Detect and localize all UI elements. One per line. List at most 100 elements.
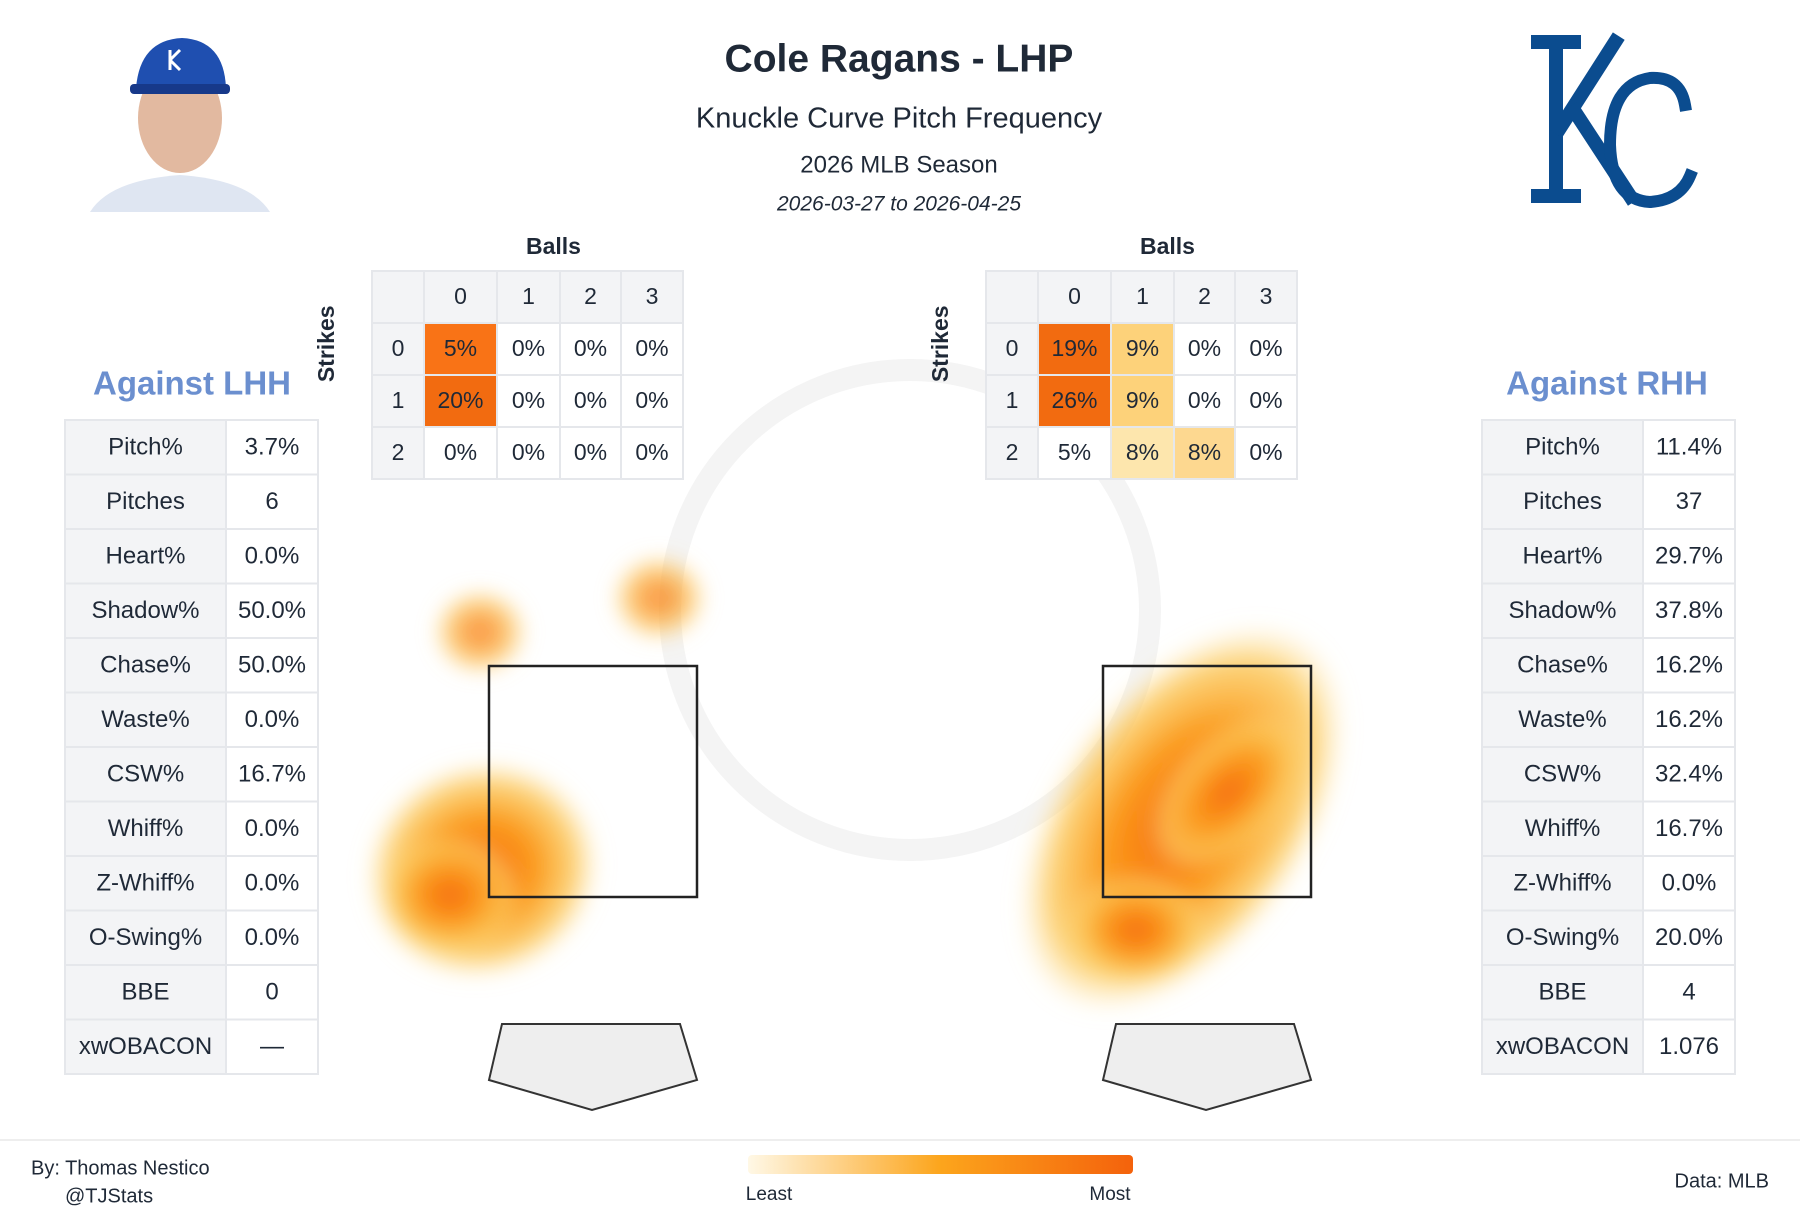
stat-value: 0.0% bbox=[245, 870, 300, 897]
count-cell: 0% bbox=[574, 387, 607, 413]
stat-value-bg bbox=[225, 637, 319, 694]
season: 2026 MLB Season bbox=[800, 151, 997, 178]
count-cell: 8% bbox=[1126, 439, 1159, 465]
stat-value-bg bbox=[1642, 746, 1736, 803]
stat-label: Pitch% bbox=[1525, 434, 1600, 461]
title: Cole Ragans - LHP bbox=[725, 37, 1074, 80]
stat-label: Waste% bbox=[1518, 706, 1606, 733]
strike-header: 2 bbox=[1006, 439, 1019, 465]
balls-label: Balls bbox=[526, 233, 581, 259]
stat-label: Pitch% bbox=[108, 434, 183, 461]
stat-value: 4 bbox=[1682, 979, 1695, 1006]
stat-label-bg bbox=[64, 1018, 227, 1075]
count-cell: 0% bbox=[1249, 335, 1282, 361]
stat-value-bg bbox=[225, 800, 319, 857]
grid-cell-bg bbox=[985, 270, 1039, 324]
stat-label-bg bbox=[1481, 800, 1644, 857]
count-cell-bg bbox=[559, 322, 622, 376]
ball-header: 0 bbox=[454, 283, 467, 309]
stat-value: 0.0% bbox=[245, 706, 300, 733]
stat-label-bg bbox=[64, 582, 227, 639]
stat-value-bg bbox=[225, 746, 319, 803]
count-cell: 0% bbox=[635, 439, 668, 465]
table-title: Against LHH bbox=[93, 365, 291, 402]
stat-value: 16.7% bbox=[1655, 815, 1723, 842]
count-cell: 0% bbox=[574, 335, 607, 361]
legend-bar bbox=[748, 1155, 1133, 1174]
stat-label: Shadow% bbox=[91, 597, 199, 624]
stat-label: Heart% bbox=[1522, 543, 1602, 570]
count-cell: 0% bbox=[574, 439, 607, 465]
subtitle: Knuckle Curve Pitch Frequency bbox=[696, 103, 1103, 135]
stat-label: Pitches bbox=[1523, 488, 1602, 515]
count-cell-bg bbox=[1234, 322, 1298, 376]
stat-value: 0.0% bbox=[1662, 870, 1717, 897]
count-cell: 0% bbox=[635, 387, 668, 413]
stat-value-bg bbox=[1642, 800, 1736, 857]
stat-label: Whiff% bbox=[108, 815, 184, 842]
stat-label-bg bbox=[1481, 637, 1644, 694]
count-cell: 0% bbox=[512, 335, 545, 361]
stat-value-bg bbox=[1642, 1018, 1736, 1075]
stat-value: — bbox=[260, 1033, 284, 1060]
count-cell: 0% bbox=[512, 387, 545, 413]
count-cell: 0% bbox=[1249, 439, 1282, 465]
stat-label-bg bbox=[1481, 964, 1644, 1021]
stat-value-bg bbox=[225, 528, 319, 585]
stat-label-bg bbox=[64, 800, 227, 857]
strike-header-bg bbox=[985, 322, 1039, 376]
count-cell: 0% bbox=[1188, 335, 1221, 361]
count-cell: 5% bbox=[444, 335, 477, 361]
count-cell: 19% bbox=[1051, 335, 1097, 361]
stat-value-bg bbox=[225, 419, 319, 476]
stat-label: Heart% bbox=[105, 543, 185, 570]
strike-zone-left bbox=[365, 556, 705, 1112]
legend-most: Most bbox=[1089, 1184, 1131, 1205]
count-cell-bg bbox=[423, 322, 498, 376]
count-cell: 9% bbox=[1126, 335, 1159, 361]
stat-value-bg bbox=[1642, 855, 1736, 912]
stat-label-bg bbox=[64, 909, 227, 966]
count-cell: 0% bbox=[444, 439, 477, 465]
stat-value-bg bbox=[1642, 637, 1736, 694]
count-cell: 8% bbox=[1188, 439, 1221, 465]
stat-label: Pitches bbox=[106, 488, 185, 515]
stat-value-bg bbox=[225, 582, 319, 639]
strike-header: 0 bbox=[1006, 335, 1019, 361]
count-cell: 26% bbox=[1051, 387, 1097, 413]
ball-header: 3 bbox=[646, 283, 659, 309]
strike-zone-right bbox=[1017, 623, 1347, 1112]
stat-label: CSW% bbox=[107, 761, 184, 788]
stat-value-bg bbox=[1642, 964, 1736, 1021]
count-cell-bg bbox=[423, 374, 498, 428]
count-cell: 5% bbox=[1058, 439, 1091, 465]
count-cell-bg bbox=[620, 426, 684, 480]
stat-value: 0.0% bbox=[245, 815, 300, 842]
count-cell-bg bbox=[496, 426, 561, 480]
count-cell-bg bbox=[496, 374, 561, 428]
stat-value: 16.2% bbox=[1655, 706, 1723, 733]
count-cell: 9% bbox=[1126, 387, 1159, 413]
stat-value-bg bbox=[225, 473, 319, 530]
stat-value-bg bbox=[225, 691, 319, 748]
strike-header: 0 bbox=[392, 335, 405, 361]
player-headshot bbox=[90, 38, 270, 212]
date-range: 2026-03-27 to 2026-04-25 bbox=[776, 193, 1021, 216]
stat-label: Waste% bbox=[101, 706, 189, 733]
count-cell: 0% bbox=[1188, 387, 1221, 413]
stat-value: 50.0% bbox=[238, 652, 306, 679]
stat-value: 0.0% bbox=[245, 543, 300, 570]
ball-header: 2 bbox=[584, 283, 597, 309]
ball-header: 1 bbox=[522, 283, 535, 309]
stat-label: BBE bbox=[1538, 979, 1586, 1006]
stat-value-bg bbox=[1642, 528, 1736, 585]
stat-label: Chase% bbox=[1517, 652, 1608, 679]
count-cell: 0% bbox=[1249, 387, 1282, 413]
strikes-label: Strikes bbox=[927, 305, 953, 382]
stat-label: Shadow% bbox=[1508, 597, 1616, 624]
balls-label: Balls bbox=[1140, 233, 1195, 259]
stat-value: 32.4% bbox=[1655, 761, 1723, 788]
count-cell-bg bbox=[1037, 426, 1112, 480]
stat-label: Z-Whiff% bbox=[96, 870, 194, 897]
